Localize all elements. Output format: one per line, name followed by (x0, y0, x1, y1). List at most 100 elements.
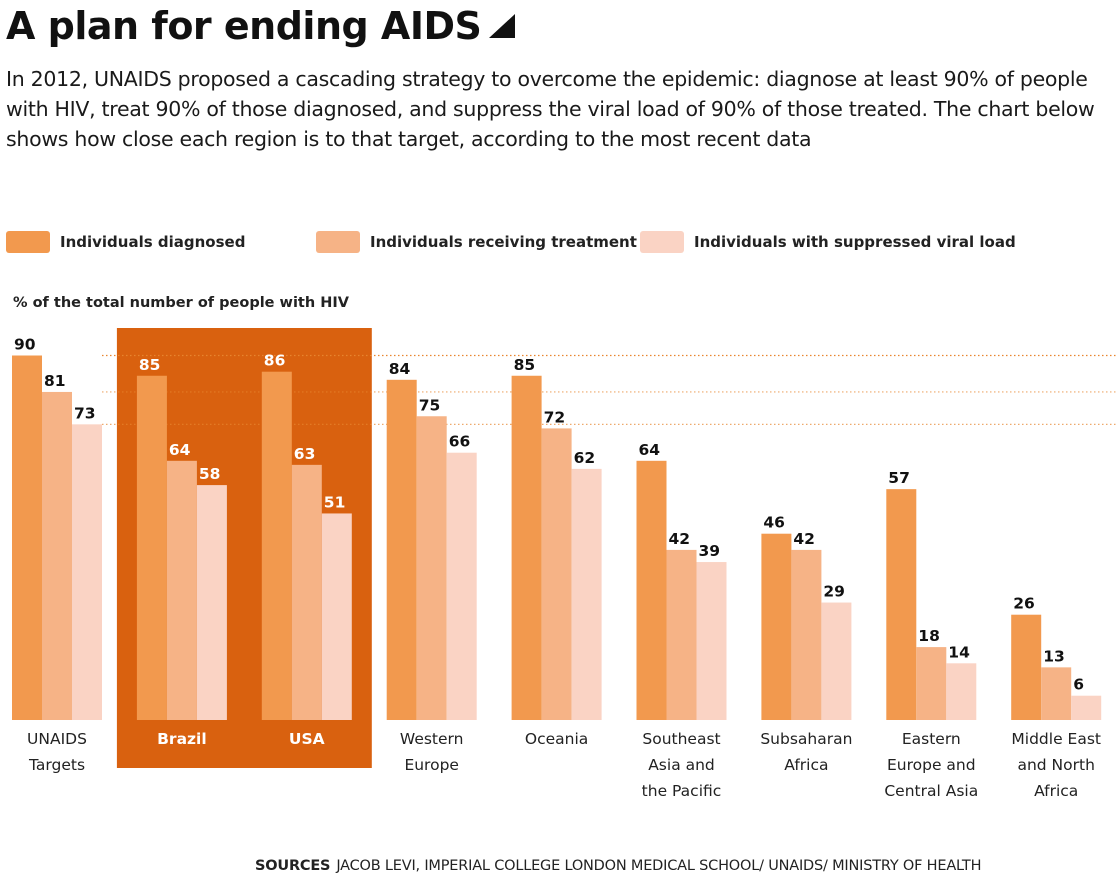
legend-label-diagnosed: Individuals diagnosed (60, 233, 246, 251)
bar-diagnosed (261, 371, 292, 720)
legend-label-treatment: Individuals receiving treatment (370, 233, 637, 251)
data-label: 39 (699, 542, 721, 560)
bar-suppressed (571, 468, 602, 720)
category-label-line: Targets (28, 756, 85, 774)
legend-swatch-diagnosed (6, 231, 50, 253)
sources-label: SOURCES (255, 858, 331, 874)
bar-diagnosed (511, 375, 542, 720)
category-label-line: and North (1017, 756, 1094, 774)
category-label: Western Europe (400, 730, 464, 774)
bar-treatment (166, 460, 197, 720)
data-label: 57 (888, 469, 910, 487)
bar-suppressed (1071, 695, 1102, 720)
bar-diagnosed (761, 533, 792, 720)
bar-treatment (791, 549, 822, 720)
bar-diagnosed (12, 355, 42, 720)
bar-treatment (916, 647, 947, 720)
data-label: 84 (389, 360, 411, 378)
bar-suppressed (196, 485, 227, 720)
data-label: 75 (419, 396, 441, 414)
category-label: USA (289, 730, 325, 748)
bar-suppressed (821, 602, 852, 720)
category-label-line: Brazil (157, 730, 207, 748)
data-label: 90 (14, 336, 36, 354)
chart-title: A plan for ending AIDS (6, 0, 516, 52)
data-label: 42 (793, 530, 815, 548)
data-label: 46 (763, 514, 785, 532)
data-label: 13 (1043, 647, 1065, 665)
data-label: 18 (918, 627, 940, 645)
data-label: 6 (1073, 676, 1084, 694)
data-label: 63 (294, 445, 316, 463)
legend-item-treatment: Individuals receiving treatment (316, 230, 637, 254)
category-label-line: Central Asia (884, 782, 978, 800)
category-label: Eastern Europe and Central Asia (884, 730, 978, 800)
category-label-line: Subsaharan (760, 730, 852, 748)
bar-diagnosed (1011, 614, 1042, 720)
bar-treatment (291, 464, 322, 720)
bar-treatment (666, 549, 697, 720)
legend-label-suppressed: Individuals with suppressed viral load (694, 233, 1016, 251)
data-label: 26 (1013, 595, 1035, 613)
chart-subtitle: In 2012, UNAIDS proposed a cascading str… (6, 67, 1095, 151)
legend: Individuals diagnosed Individuals receiv… (0, 230, 1117, 254)
data-label: 42 (669, 530, 691, 548)
category-label: UNAIDS Targets (27, 730, 87, 774)
category-label-line: Oceania (525, 730, 588, 748)
category-label-line: Europe and (887, 756, 976, 774)
bar-suppressed (446, 452, 477, 720)
bar-suppressed (321, 513, 352, 720)
legend-item-suppressed: Individuals with suppressed viral load (640, 230, 1016, 254)
legend-swatch-treatment (316, 231, 360, 253)
bar-treatment (42, 391, 72, 720)
bar-diagnosed (136, 375, 167, 720)
data-label: 81 (44, 372, 66, 390)
data-label: 62 (574, 449, 596, 467)
chart-title-text: A plan for ending AIDS (6, 4, 482, 48)
category-label-line: Asia and (648, 756, 715, 774)
legend-swatch-suppressed (640, 231, 684, 253)
bar-suppressed (72, 424, 102, 720)
sources-note: SOURCES JACOB LEVI, IMPERIAL COLLEGE LOND… (255, 858, 981, 874)
bar-treatment (416, 416, 447, 720)
data-label: 64 (169, 441, 191, 459)
category-label-line: Middle East (1011, 730, 1101, 748)
y-axis-label: % of the total number of people with HIV (13, 295, 349, 311)
bar-treatment (541, 428, 572, 720)
data-label: 85 (514, 356, 536, 374)
data-label: 85 (139, 356, 161, 374)
category-label: Subsaharan Africa (760, 730, 852, 774)
bar-treatment (1041, 667, 1072, 720)
category-label: Oceania (525, 730, 588, 748)
bar-diagnosed (386, 379, 417, 720)
data-label: 64 (639, 441, 661, 459)
legend-item-diagnosed: Individuals diagnosed (6, 230, 245, 254)
data-label: 72 (544, 408, 566, 426)
category-label: Middle East and North Africa (1011, 730, 1101, 800)
data-label: 66 (449, 433, 471, 451)
category-label: Brazil (157, 730, 207, 748)
data-label: 86 (264, 352, 286, 370)
data-label: 73 (74, 404, 96, 422)
category-label-line: USA (289, 730, 325, 748)
category-label-line: Africa (784, 756, 828, 774)
bar-suppressed (696, 562, 727, 720)
category-label-line: Western (400, 730, 464, 748)
category-label: Southeast Asia and the Pacific (642, 730, 722, 800)
category-label-line: Europe (404, 756, 459, 774)
data-label: 29 (823, 583, 845, 601)
sources-text: JACOB LEVI, IMPERIAL COLLEGE LONDON MEDI… (336, 858, 982, 874)
bar-diagnosed (886, 489, 917, 720)
category-label-line: Africa (1034, 782, 1078, 800)
triangle-icon (489, 13, 516, 38)
bar-suppressed (946, 663, 977, 720)
category-label-line: UNAIDS (27, 730, 87, 748)
category-label-line: the Pacific (642, 782, 722, 800)
data-label: 58 (199, 465, 221, 483)
data-label: 14 (948, 643, 970, 661)
bar-diagnosed (636, 460, 667, 720)
category-label-line: Southeast (642, 730, 720, 748)
category-label-line: Eastern (902, 730, 961, 748)
data-label: 51 (324, 493, 346, 511)
